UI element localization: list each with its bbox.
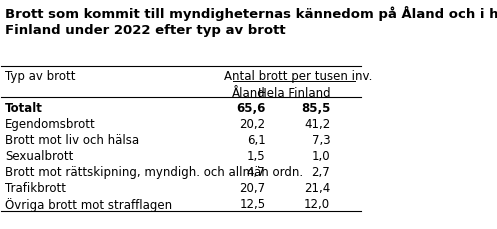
Text: 12,0: 12,0 (304, 198, 331, 211)
Text: 41,2: 41,2 (304, 118, 331, 131)
Text: Hela Finland: Hela Finland (257, 87, 331, 100)
Text: 12,5: 12,5 (240, 198, 265, 211)
Text: Åland: Åland (232, 87, 265, 100)
Text: Övriga brott mot strafflagen: Övriga brott mot strafflagen (5, 198, 172, 212)
Text: Totalt: Totalt (5, 102, 43, 115)
Text: Brott mot liv och hälsa: Brott mot liv och hälsa (5, 134, 139, 147)
Text: 85,5: 85,5 (301, 102, 331, 115)
Text: Antal brott per tusen inv.: Antal brott per tusen inv. (224, 71, 372, 84)
Text: 65,6: 65,6 (236, 102, 265, 115)
Text: 2,7: 2,7 (312, 166, 331, 179)
Text: 4,7: 4,7 (247, 166, 265, 179)
Text: 7,3: 7,3 (312, 134, 331, 147)
Text: 6,1: 6,1 (247, 134, 265, 147)
Text: 1,0: 1,0 (312, 150, 331, 163)
Text: Typ av brott: Typ av brott (5, 71, 76, 84)
Text: 21,4: 21,4 (304, 182, 331, 195)
Text: Trafikbrott: Trafikbrott (5, 182, 66, 195)
Text: 1,5: 1,5 (247, 150, 265, 163)
Text: 20,2: 20,2 (240, 118, 265, 131)
Text: Egendomsbrott: Egendomsbrott (5, 118, 96, 131)
Text: Sexualbrott: Sexualbrott (5, 150, 74, 163)
Text: 20,7: 20,7 (240, 182, 265, 195)
Text: Brott som kommit till myndigheternas kännedom på Åland och i hela
Finland under : Brott som kommit till myndigheternas kän… (5, 5, 497, 37)
Text: Brott mot rättskipning, myndigh. och allmän ordn.: Brott mot rättskipning, myndigh. och all… (5, 166, 303, 179)
